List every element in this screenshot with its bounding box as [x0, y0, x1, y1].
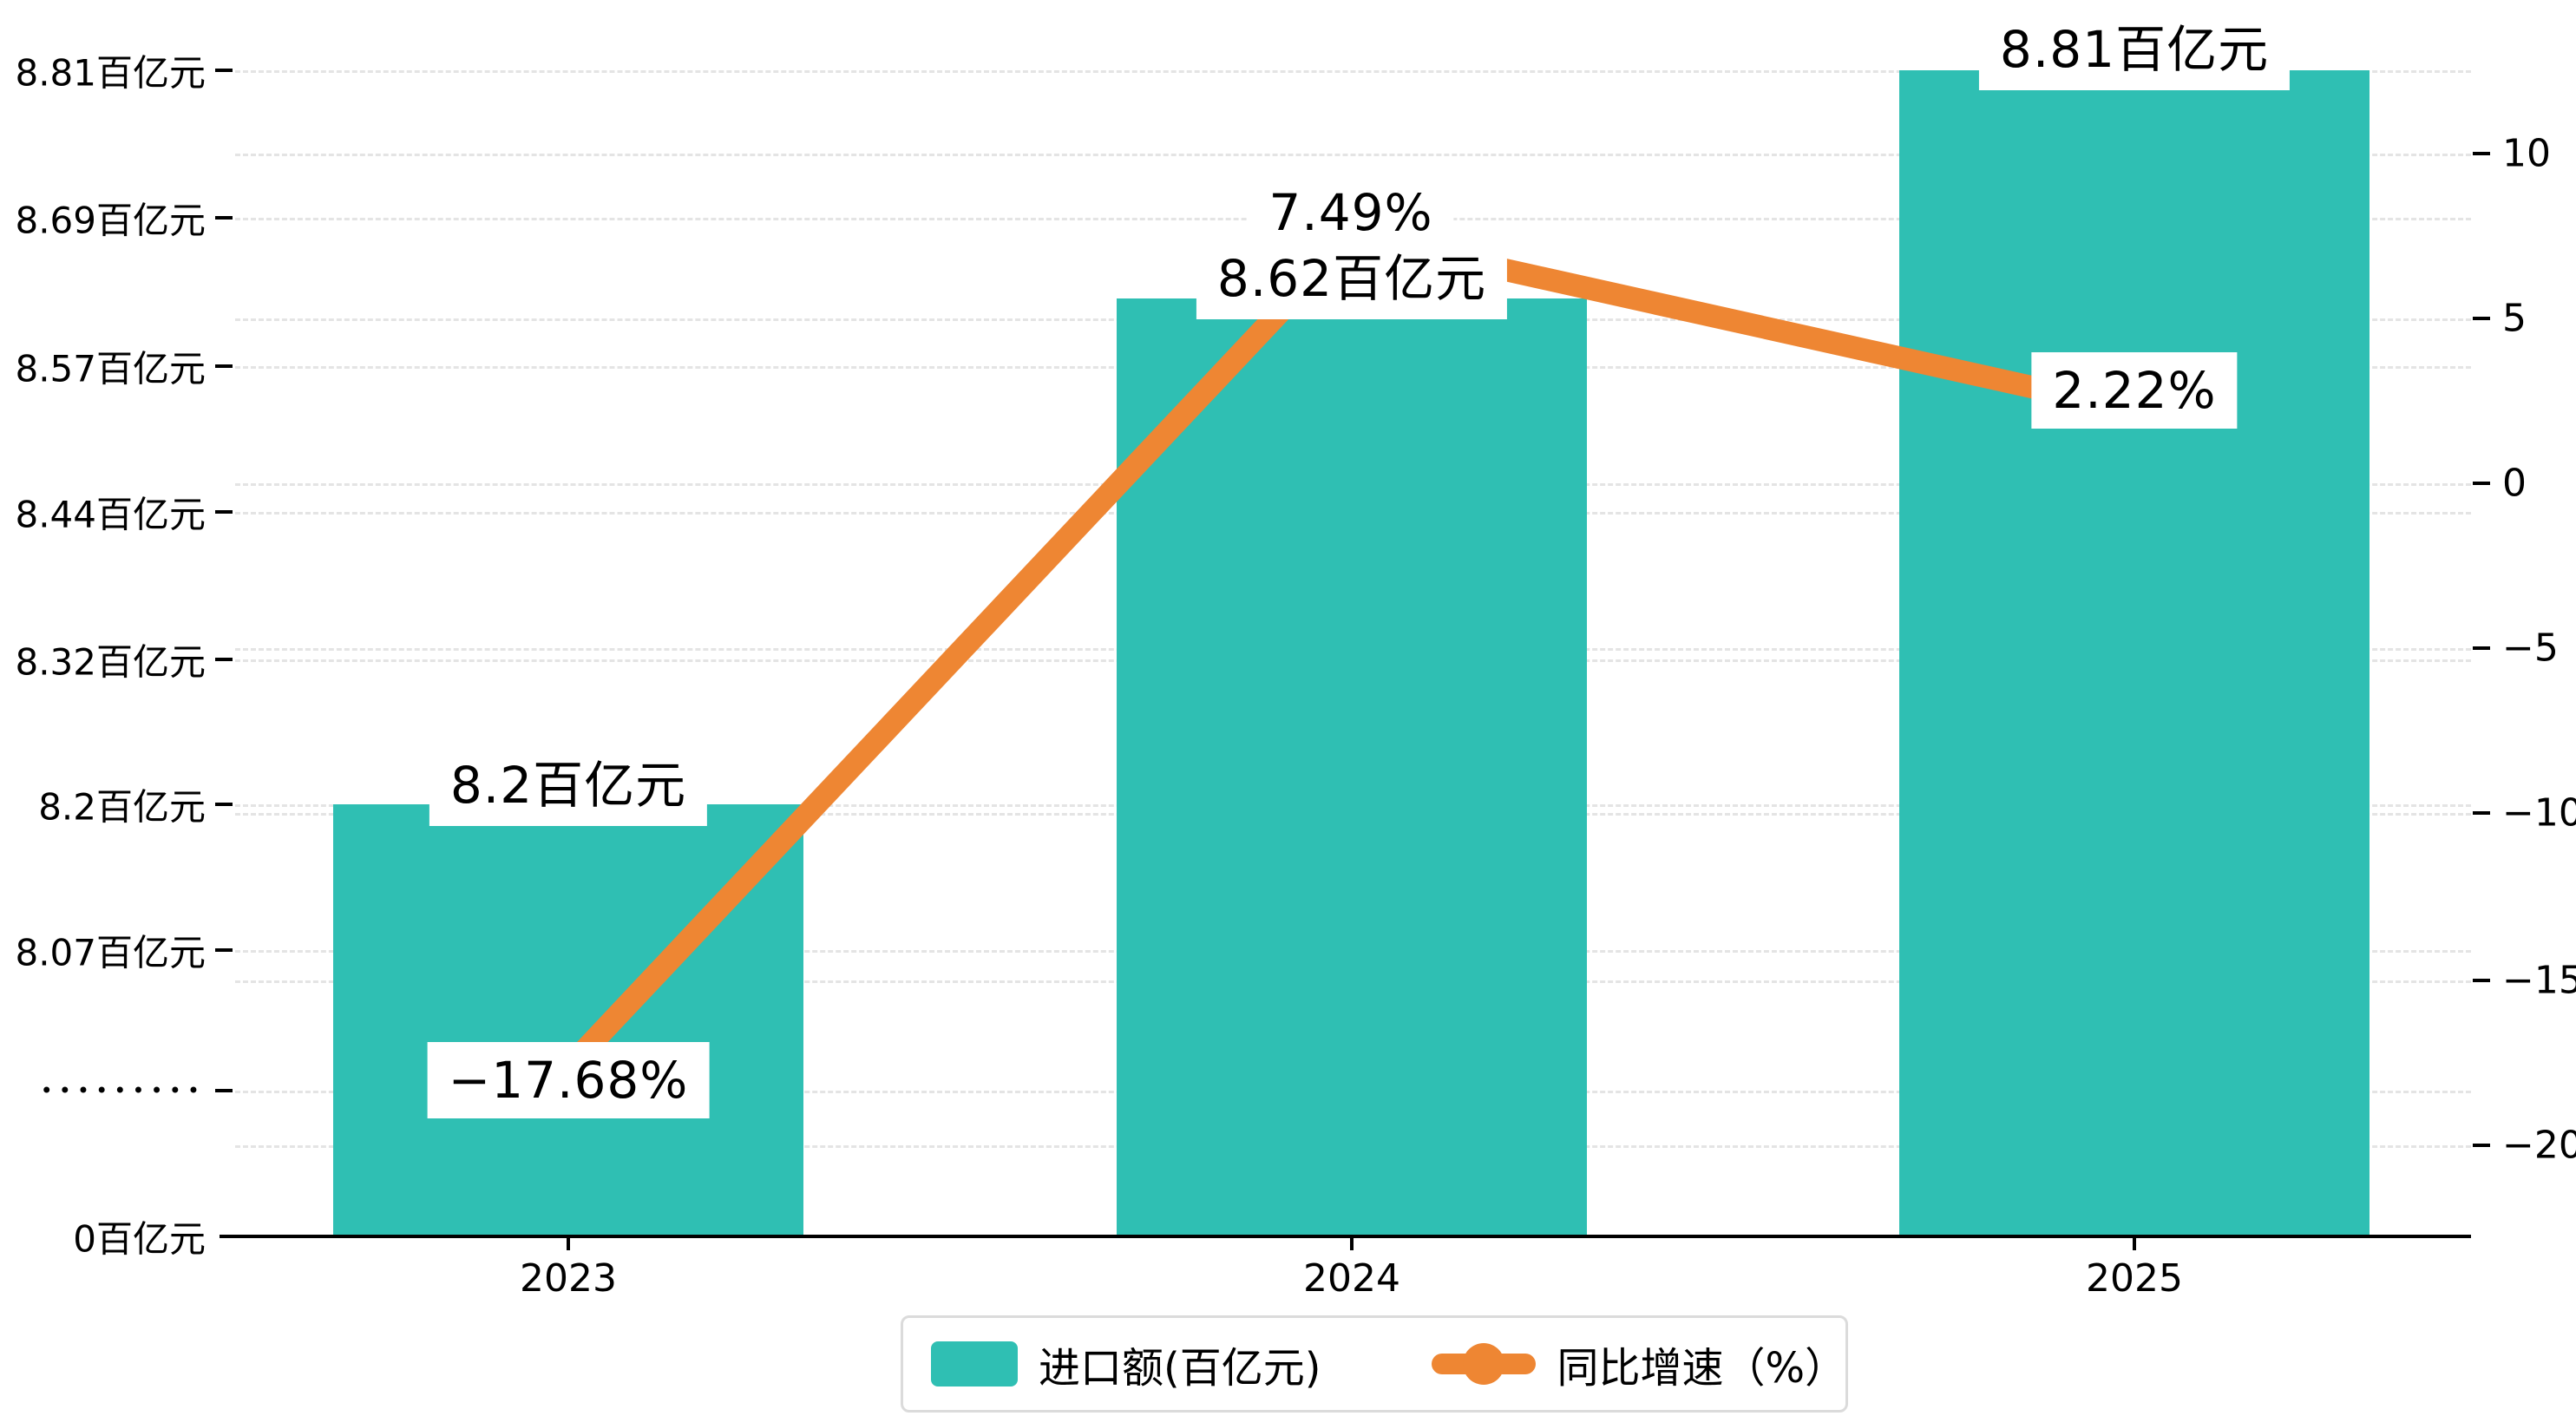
y-axis-left-zero-label: 0百亿元: [73, 1217, 206, 1261]
x-axis-label-2025: 2025: [2086, 1256, 2183, 1301]
x-axis-tick: [2133, 1236, 2136, 1250]
y-axis-right-tick: [2473, 646, 2490, 650]
bar-value-label-2023: 8.2百亿元: [429, 736, 708, 826]
y-axis-left-tick-label: 8.32百亿元: [15, 640, 206, 684]
bar-series-swatch-icon: [931, 1341, 1018, 1386]
y-axis-left-tick: [215, 510, 233, 514]
bar-2025: [1899, 69, 2370, 1236]
y-axis-right-tick-label: −20: [2502, 1123, 2576, 1168]
legend-label-yoy-growth: 同比增速（%）: [1557, 1344, 1847, 1393]
y-axis-left-tick: [215, 1089, 233, 1092]
growth-value-label-2025: 2.22%: [2031, 352, 2238, 429]
y-axis-left-tick: [215, 803, 233, 806]
legend: 进口额(百亿元) 同比增速（%）: [901, 1315, 1848, 1413]
bar-value-label-2025: 8.81百亿元: [1978, 0, 2291, 90]
y-axis-right-tick-label: 0: [2502, 461, 2527, 506]
y-axis-right-tick: [2473, 482, 2490, 485]
y-axis-left-tick: [215, 216, 233, 220]
legend-item-yoy-growth[interactable]: 同比增速（%）: [1432, 1334, 1846, 1394]
legend-label-import-value: 进口额(百亿元): [1039, 1344, 1321, 1393]
y-axis-break-dots: •••••••••: [40, 1078, 206, 1103]
x-axis-label-2024: 2024: [1303, 1256, 1400, 1301]
y-axis-right-tick: [2473, 152, 2490, 155]
y-axis-left-tick-label: 8.81百亿元: [15, 51, 206, 95]
line-series-dot-icon: [1463, 1343, 1505, 1385]
y-axis-right-tick-label: −10: [2502, 790, 2576, 836]
y-axis-right-tick-label: −15: [2502, 958, 2576, 1003]
y-axis-right-tick: [2473, 811, 2490, 815]
y-axis-left-tick-label: 8.44百亿元: [15, 493, 206, 536]
y-axis-right-tick: [2473, 979, 2490, 982]
y-axis-left-tick: [215, 948, 233, 952]
growth-value-label-2024: 7.49%: [1248, 174, 1454, 251]
grid-line: [235, 70, 2471, 73]
bar-2023: [333, 804, 803, 1236]
y-axis-left-tick: [215, 658, 233, 661]
y-axis-right-tick: [2473, 317, 2490, 320]
y-axis-left-tick-label: 8.2百亿元: [38, 785, 206, 829]
line-series-marker-icon: [1432, 1343, 1537, 1385]
y-axis-left-tick-label: 8.57百亿元: [15, 347, 206, 390]
x-axis-label-2023: 2023: [520, 1256, 617, 1301]
growth-value-label-2023: −17.68%: [427, 1042, 710, 1118]
legend-item-import-value[interactable]: 进口额(百亿元): [931, 1334, 1321, 1394]
y-axis-left-tick: [215, 364, 233, 368]
y-axis-left-tick: [215, 69, 233, 72]
grid-line: [235, 154, 2471, 156]
y-axis-right-tick-label: −5: [2502, 626, 2559, 671]
x-axis-tick: [1350, 1236, 1354, 1250]
y-axis-right-tick-label: 10: [2502, 131, 2551, 176]
y-axis-left-tick-label: 8.07百亿元: [15, 931, 206, 974]
y-axis-right-tick: [2473, 1144, 2490, 1147]
bar-2024: [1117, 298, 1587, 1236]
y-axis-right-tick-label: 5: [2502, 296, 2527, 341]
x-axis-tick: [567, 1236, 570, 1250]
x-axis-line: [220, 1235, 2471, 1238]
y-axis-left-tick-label: 8.69百亿元: [15, 199, 206, 242]
